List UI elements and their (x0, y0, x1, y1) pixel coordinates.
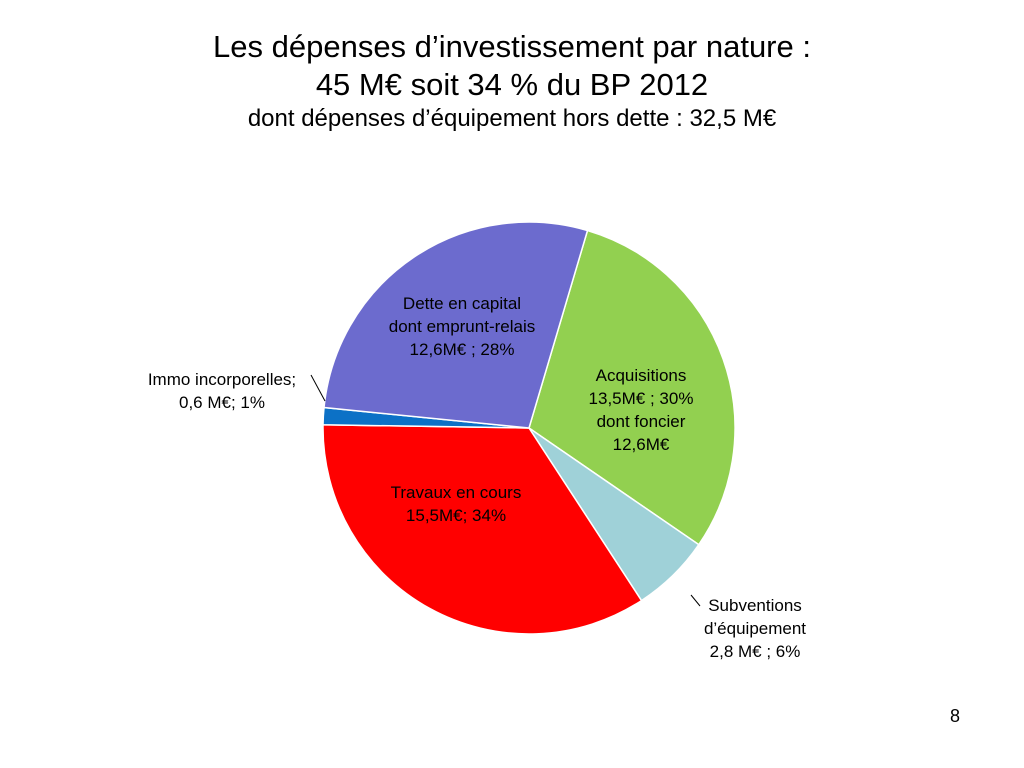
pie-slice-label-line: dont emprunt-relais (389, 317, 535, 336)
pie-slice-label-0: Acquisitions 13,5M€ ; 30% dont foncier 12,6… (589, 366, 694, 454)
pie-slice-label-line: Immo incorporelles; (148, 370, 296, 389)
pie-slice-2 (322, 423, 643, 635)
slide-number: 8 (949, 706, 960, 726)
slide-title-line-2: 45 M€ soit 34 % du BP 2012 (315, 67, 709, 102)
pie-slice-label-2: Travaux en cours 15,5M€; 34% (391, 483, 522, 525)
pie-slice-label-line: dont foncier (597, 412, 686, 431)
pie-slice-label-line: d’équipement (704, 619, 806, 638)
leader-line-1 (690, 594, 701, 607)
leader-line-3 (310, 374, 326, 402)
pie-slice-label-line: 12,6M€ (613, 435, 670, 454)
pie-slice-label-4: Dette en capital dont emprunt-relais 12,6M… (389, 294, 535, 359)
pie-slice-label-line: 15,5M€; 34% (406, 506, 506, 525)
pie-slice-label-line: Dette en capital (403, 294, 521, 313)
slide-title-line-1: Les dépenses d’investissement par nature… (213, 29, 811, 64)
pie-labels: Acquisitions 13,5M€ ; 30% dont foncier 12,6… (148, 294, 806, 661)
pie-slice-label-line: 12,6M€ ; 28% (410, 340, 515, 359)
pie-slice-4 (323, 221, 589, 429)
pie-slice-0 (528, 229, 736, 546)
pie-slice-label-line: Subventions (708, 596, 802, 615)
pie-slice-label-line: 0,6 M€; 1% (179, 393, 265, 412)
pie-slice-label-3: Immo incorporelles; 0,6 M€; 1% (148, 370, 296, 412)
pie-slice-label-line: 13,5M€ ; 30% (589, 389, 694, 408)
pie-slice-label-line: 2,8 M€ ; 6% (710, 642, 801, 661)
slide-subtitle: dont dépenses d’équipement hors dette : … (247, 105, 777, 132)
pie-slices (322, 221, 736, 635)
pie-slice-label-line: Acquisitions (596, 366, 687, 385)
pie-slice-label-line: Travaux en cours (391, 483, 522, 502)
slide-title-block: Les dépenses d’investissement par nature… (0, 28, 1024, 134)
pie-slice-label-1: Subventions d’équipement 2,8 M€ ; 6% (704, 596, 806, 661)
